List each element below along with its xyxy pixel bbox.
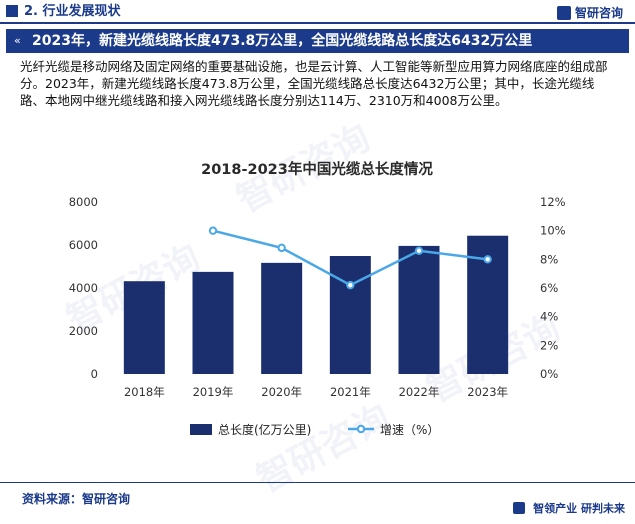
y-right-tick-label: 6% [540,281,558,295]
brand-name: 智研咨询 [574,6,623,20]
footer-brand: 智领产业 研判未来 [513,500,625,516]
y-axis-left: 0 2000 4000 6000 8000 [69,195,98,381]
section-header: 2. 行业发展现状 智研咨询 [0,0,635,24]
section-title: 2. 行业发展现状 [24,4,121,19]
line-point [277,243,286,253]
y-left-tick-label: 8000 [69,195,98,209]
bar-line-chart: 2018-2023年中国光缆总长度情况 0 2000 4000 6000 8000 0%… [69,160,566,437]
line-point [208,226,218,235]
line-point [346,280,355,290]
chart-legend: 总长度(亿万公里) 增速（%） [190,422,439,437]
bar [261,262,303,374]
source-note: 资料来源：智研咨询 [22,492,131,506]
bar-series [123,235,509,374]
y-right-tick-label: 2% [540,338,558,352]
bar [329,256,371,374]
brand: 智研咨询 [556,4,623,21]
y-right-tick-label: 0% [540,367,558,381]
brand-logo-icon [513,502,526,514]
section-marker-icon [6,5,18,17]
x-tick-label: 2023年 [467,385,508,399]
y-left-tick-label: 4000 [69,281,98,295]
y-left-tick-label: 0 [91,367,98,381]
line-point [483,255,492,264]
x-tick-label: 2021年 [330,385,371,399]
y-left-tick-label: 2000 [69,324,98,338]
footer-slogan: 智领产业 研判未来 [533,502,625,515]
brand-logo-icon [556,5,571,20]
legend-swatch-point [356,424,366,434]
y-right-tick-label: 8% [540,252,558,266]
bar [192,271,234,374]
y-right-tick-label: 12% [540,195,566,209]
legend-label: 总长度(亿万公里) [218,422,311,437]
y-right-tick-label: 4% [540,310,558,324]
x-tick-label: 2018年 [124,385,165,399]
bar [123,281,165,374]
x-tick-label: 2020年 [261,385,302,399]
legend-swatch-bar [190,424,212,435]
body-paragraph: 光纤光缆是移动网络及固定网络的重要基础设施，也是云计算、人工智能等新型应用算力网… [20,59,608,108]
line-series [208,226,492,290]
y-right-tick-label: 10% [540,224,566,238]
x-axis-labels: 2018年 2019年 2020年 2021年 2022年 2023年 [124,385,508,399]
legend-label: 增速（%） [380,423,439,437]
x-tick-label: 2019年 [193,385,234,399]
y-left-tick-label: 6000 [69,238,98,252]
line-point [414,246,424,255]
headline-banner: « 2023年，新建光缆线路长度473.8万公里，全国光缆线路总长度达6432万… [6,29,629,53]
footer-divider [0,482,635,483]
headline-text: 2023年，新建光缆线路长度473.8万公里，全国光缆线路总长度达6432万公里 [32,33,533,49]
y-axis-right: 0% 2% 4% 6% 8% 10% 12% [540,195,566,381]
bar [398,245,440,374]
x-tick-label: 2022年 [399,385,440,399]
chart-title: 2018-2023年中国光缆总长度情况 [201,160,433,178]
double-chevron-left-icon: « [14,34,21,47]
